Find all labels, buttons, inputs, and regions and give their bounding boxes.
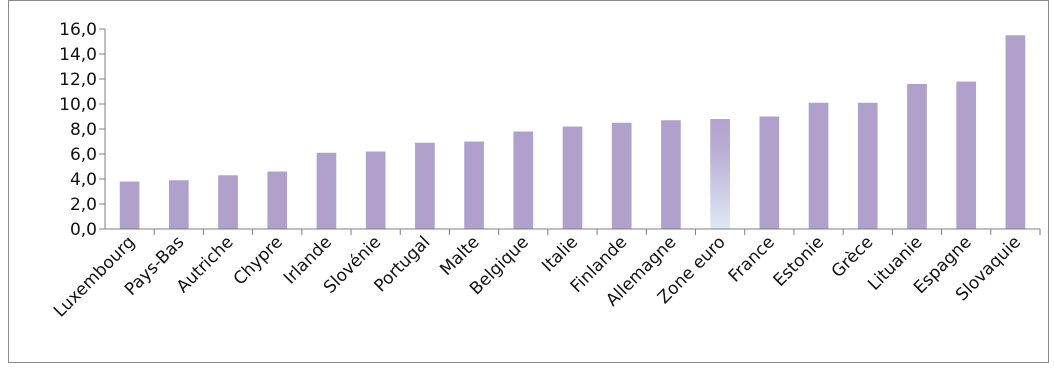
bars bbox=[119, 35, 1026, 229]
y-tick-label: 12,0 bbox=[59, 70, 97, 90]
y-tick-label: 8,0 bbox=[70, 120, 97, 140]
bar bbox=[316, 152, 337, 229]
x-axis: LuxembourgPays-BasAutricheChypreIrlandeS… bbox=[50, 228, 1041, 321]
x-tick-label: Luxembourg bbox=[50, 232, 139, 321]
x-tick-label: Estonie bbox=[770, 232, 828, 290]
chart-border bbox=[8, 0, 1049, 363]
bar bbox=[562, 126, 583, 229]
bar bbox=[513, 131, 534, 229]
bar bbox=[759, 116, 780, 229]
bar bbox=[168, 180, 189, 229]
bar bbox=[907, 84, 927, 229]
x-tick-label: Italie bbox=[538, 232, 582, 276]
y-tick-label: 14,0 bbox=[59, 45, 97, 65]
x-tick-label: Chypre bbox=[230, 232, 287, 289]
y-tick-label: 0,0 bbox=[70, 220, 97, 240]
bar bbox=[956, 81, 977, 229]
bar bbox=[267, 171, 288, 229]
bar bbox=[857, 102, 878, 229]
bar bbox=[611, 122, 632, 229]
y-tick-label: 10,0 bbox=[59, 95, 97, 115]
bar bbox=[464, 141, 484, 229]
y-tick-label: 2,0 bbox=[70, 195, 97, 215]
bar bbox=[365, 151, 386, 229]
bar bbox=[661, 120, 681, 229]
x-tick-label: Malte bbox=[436, 232, 483, 279]
bar bbox=[218, 175, 238, 229]
bar bbox=[415, 142, 435, 229]
bar bbox=[119, 181, 140, 229]
y-tick-label: 6,0 bbox=[70, 145, 97, 165]
y-tick-label: 4,0 bbox=[70, 170, 97, 190]
y-axis: 0,0 2,0 4,0 6,0 8,0 10,0 12,0 14,0 16,0 bbox=[59, 20, 106, 240]
bar bbox=[808, 102, 829, 229]
bar bbox=[710, 119, 730, 229]
bar bbox=[1005, 35, 1026, 229]
y-tick-label: 16,0 bbox=[59, 20, 97, 40]
